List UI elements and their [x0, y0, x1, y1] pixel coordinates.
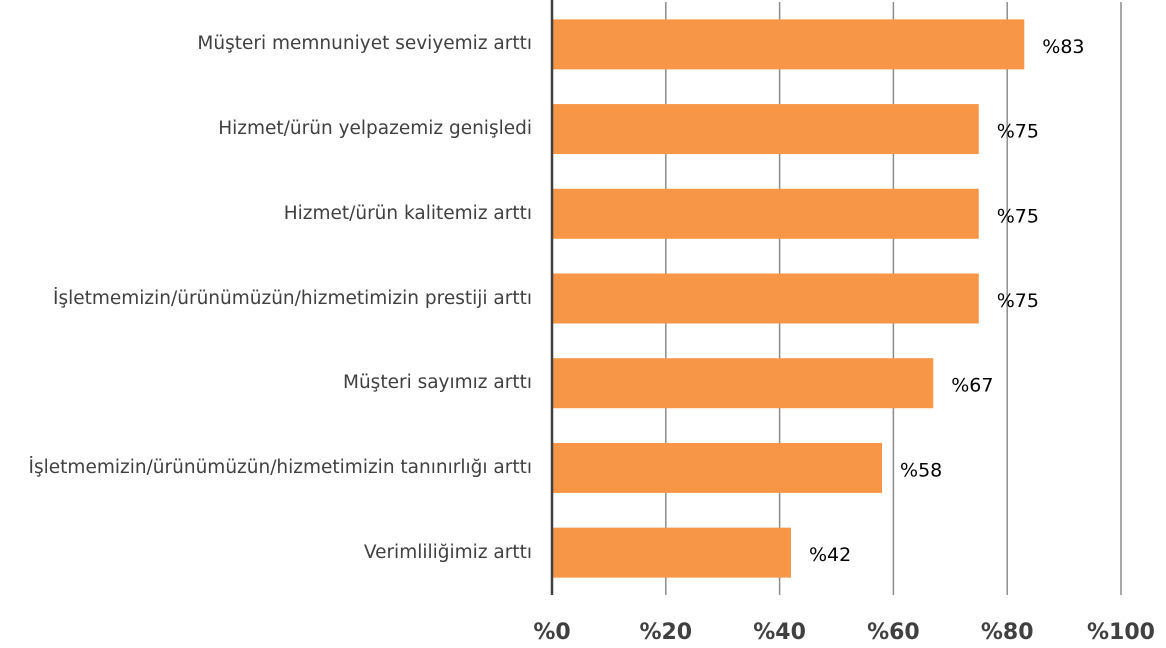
bar [552, 442, 883, 493]
value-label: %42 [809, 544, 851, 566]
category-label: İşletmemizin/ürünümüzün/hizmetimizin pre… [0, 259, 532, 339]
category-text: Verimliliğimiz arttı [363, 541, 532, 563]
category-label: İşletmemizin/ürünümüzün/hizmetimizin tan… [0, 428, 532, 508]
value-label: %75 [997, 290, 1039, 312]
category-label: Müşteri sayımız arttı [0, 343, 532, 423]
x-tick-label: %60 [867, 620, 920, 645]
category-text: Müşteri memnuniyet seviyemiz arttı [197, 33, 532, 55]
category-text: İşletmemizin/ürünümüzün/hizmetimizin tan… [28, 456, 532, 478]
category-text: Müşteri sayımız arttı [343, 372, 532, 394]
category-label: Verimliliğimiz arttı [0, 513, 532, 593]
category-text: Hizmet/ürün yelpazemiz genişledi [218, 118, 532, 140]
bar [552, 188, 979, 239]
category-label: Hizmet/ürün kalitemiz arttı [0, 174, 532, 254]
x-tick-label: %80 [981, 620, 1034, 645]
category-text: İşletmemizin/ürünümüzün/hizmetimizin pre… [53, 287, 532, 309]
bar [552, 527, 791, 578]
value-label: %75 [997, 205, 1039, 227]
x-tick-label: %100 [1087, 620, 1155, 645]
x-tick-label: %40 [753, 620, 806, 645]
bar [552, 273, 979, 324]
category-text: Hizmet/ürün kalitemiz arttı [283, 202, 532, 224]
value-label: %75 [997, 121, 1039, 143]
category-label: Müşteri memnuniyet seviyemiz arttı [0, 4, 532, 84]
bar [552, 104, 979, 155]
bar [552, 19, 1025, 70]
value-label: %58 [900, 459, 942, 481]
category-label: Hizmet/ürün yelpazemiz genişledi [0, 89, 532, 169]
value-label: %83 [1042, 36, 1084, 58]
bar [552, 358, 934, 409]
x-tick-label: %0 [533, 620, 570, 645]
x-tick-label: %20 [639, 620, 692, 645]
value-label: %67 [951, 375, 993, 397]
